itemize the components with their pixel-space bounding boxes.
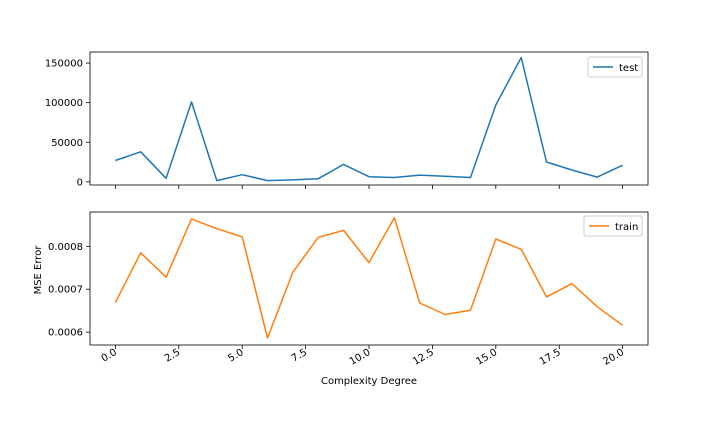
train-data-point <box>418 301 421 304</box>
test-y-tick-label: 150000 <box>45 59 83 70</box>
test-legend-label: test <box>619 63 638 74</box>
test-data-point <box>291 178 294 181</box>
train-data-point <box>469 309 472 312</box>
test-subplot: 0 50000 100000 150000 test <box>45 51 649 189</box>
test-data-point <box>114 159 117 162</box>
test-data-point <box>342 163 345 166</box>
train-data-point <box>393 216 396 219</box>
train-y-axis: 0.0006 0.0007 0.0008 <box>48 242 90 339</box>
train-data-point <box>241 235 244 238</box>
train-data-point <box>570 282 573 285</box>
test-x-axis <box>114 185 624 189</box>
train-legend-label: train <box>615 222 638 233</box>
y-axis-label: MSE Error <box>33 245 44 295</box>
test-y-tick-label: 0 <box>77 177 83 188</box>
train-data-point <box>215 227 218 230</box>
test-y-tick-label: 50000 <box>51 138 83 149</box>
test-data-point <box>570 168 573 171</box>
test-data-point <box>368 175 371 178</box>
test-y-tick-label: 100000 <box>45 98 83 109</box>
test-data-point <box>190 100 193 103</box>
train-data-point <box>520 248 523 251</box>
test-y-axis: 0 50000 100000 150000 <box>45 59 90 188</box>
train-data-point <box>190 217 193 220</box>
test-data-point <box>444 175 447 178</box>
train-data-point <box>342 229 345 232</box>
train-y-tick-label: 0.0008 <box>48 242 83 253</box>
test-data-point <box>596 176 599 179</box>
test-data-point <box>520 56 523 59</box>
test-plot-frame <box>89 51 649 186</box>
train-series-line <box>114 216 624 339</box>
train-plot-frame <box>89 211 649 346</box>
test-data-point <box>469 176 472 179</box>
test-data-point <box>165 177 168 180</box>
test-data-point <box>418 174 421 177</box>
train-data-point <box>317 236 320 239</box>
test-legend: test <box>587 56 643 78</box>
test-data-point <box>545 161 548 164</box>
train-data-point <box>291 271 294 274</box>
test-data-point <box>317 177 320 180</box>
train-data-point <box>114 301 117 304</box>
x-axis-label: Complexity Degree <box>321 376 417 387</box>
test-data-point <box>139 150 142 153</box>
train-data-point <box>368 261 371 264</box>
test-data-point <box>621 164 624 167</box>
test-data-point <box>241 173 244 176</box>
test-data-point <box>393 176 396 179</box>
test-data-point <box>215 179 218 182</box>
train-y-tick-label: 0.0007 <box>48 285 83 296</box>
train-data-point <box>266 337 269 340</box>
train-data-point <box>165 276 168 279</box>
test-data-point <box>266 179 269 182</box>
train-data-point <box>444 313 447 316</box>
train-data-point <box>545 295 548 298</box>
train-data-point <box>596 305 599 308</box>
test-series-line <box>115 56 623 182</box>
train-legend-box <box>583 215 643 237</box>
train-legend: train <box>583 215 643 237</box>
test-data-point <box>494 104 497 107</box>
train-y-tick-label: 0.0006 <box>48 328 83 339</box>
train-data-point <box>139 251 142 254</box>
train-data-point <box>621 324 624 327</box>
test-legend-box <box>587 56 643 78</box>
train-data-point <box>494 238 497 241</box>
